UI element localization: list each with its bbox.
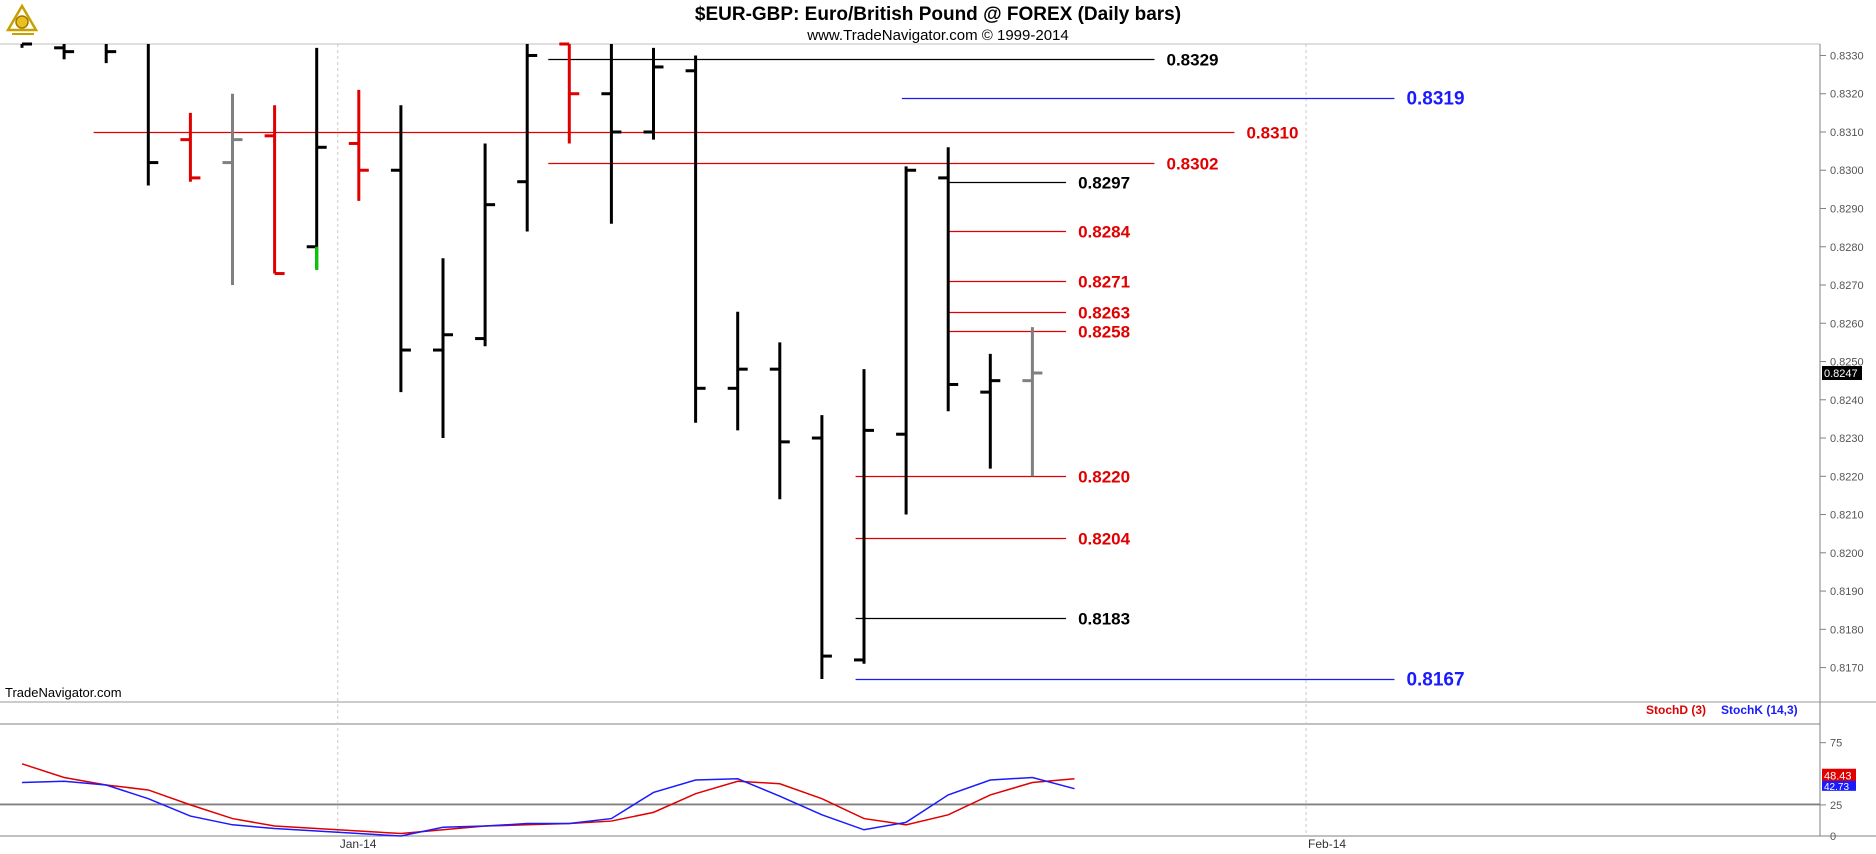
- ohlc-bar: [348, 89, 369, 201]
- last-price-marker: [1822, 366, 1862, 380]
- stochd-legend: StochD (3): [1646, 703, 1706, 717]
- ohlc-bar: [559, 42, 580, 144]
- stochd-last-marker: [1822, 768, 1856, 782]
- price-tick-label: 0.8210: [1830, 510, 1864, 522]
- ohlc-bar: [20, 42, 32, 48]
- level-label: 0.8183: [1078, 610, 1130, 629]
- indicator-tick-label: 25: [1830, 800, 1842, 812]
- indicator-tick-label: 0: [1830, 831, 1836, 843]
- stochk-series-line: [21, 776, 1075, 837]
- price-panel-frame: [0, 43, 1876, 703]
- ohlc-bar: [727, 311, 748, 431]
- price-tick-label: 0.8300: [1830, 165, 1864, 177]
- price-tick-label: 0.8310: [1830, 127, 1864, 139]
- tradenavigator-logo-icon: [5, 3, 39, 35]
- ohlc-bar: [517, 44, 538, 232]
- ohlc-bar: [264, 105, 285, 276]
- level-label: 0.8297: [1078, 174, 1130, 193]
- ohlc-bar: [1022, 327, 1043, 477]
- ohlc-bar: [180, 112, 201, 182]
- ohlc-bar: [390, 105, 411, 393]
- level-label: 0.8271: [1078, 273, 1130, 292]
- level-label: 0.8319: [1406, 89, 1464, 110]
- price-tick-label: 0.8170: [1830, 663, 1864, 675]
- price-axis: 0.8170 0.8180 0.8190 0.8200 0.8210 0.8220 0.82…: [1820, 50, 1864, 675]
- ohlc-bar: [769, 342, 790, 500]
- ohlc-bar: [896, 166, 917, 515]
- price-tick-label: 0.8320: [1830, 89, 1864, 101]
- ohlc-bar: [475, 143, 496, 347]
- ohlc-bar: [104, 44, 117, 64]
- price-tick-label: 0.8270: [1830, 280, 1864, 292]
- price-levels: 0.8329 0.8319 0.8310 0.8302 0.8297 0.8284 0.82…: [93, 51, 1465, 691]
- date-axis: Jan-14 Feb-14: [340, 837, 1347, 851]
- ohlc-bar: [811, 415, 832, 680]
- date-axis-label: Jan-14: [340, 837, 377, 851]
- price-tick-label: 0.8180: [1830, 624, 1864, 636]
- ohlc-bar: [643, 47, 664, 140]
- price-tick-label: 0.8190: [1830, 586, 1864, 598]
- ohlc-bar: [306, 47, 327, 270]
- chart-subtitle: www.TradeNavigator.com © 1999-2014: [806, 27, 1068, 44]
- ohlc-bar: [433, 258, 453, 439]
- level-label: 0.8263: [1078, 304, 1130, 323]
- chart-title: $EUR-GBP: Euro/British Pound @ FOREX (Da…: [695, 4, 1181, 25]
- ohlc-bar: [980, 353, 1001, 469]
- indicator-panel-frame: [0, 702, 1876, 837]
- level-label: 0.8167: [1406, 670, 1464, 691]
- price-tick-label: 0.8240: [1830, 395, 1864, 407]
- stochk-last-marker: [1822, 780, 1856, 791]
- level-label: 0.8220: [1078, 468, 1130, 487]
- level-label: 0.8284: [1078, 223, 1131, 242]
- level-label: 0.8302: [1166, 155, 1218, 174]
- date-gridlines: [337, 44, 1307, 836]
- price-tick-label: 0.8200: [1830, 548, 1864, 560]
- stochd-last-label: 48.43: [1824, 771, 1852, 783]
- price-tick-label: 0.8280: [1830, 242, 1864, 254]
- watermark-label: TradeNavigator.com: [5, 685, 122, 700]
- price-tick-label: 0.8260: [1830, 318, 1864, 330]
- ohlc-bar: [146, 44, 159, 186]
- price-tick-label: 0.8230: [1830, 433, 1864, 445]
- ohlc-bar: [601, 44, 622, 224]
- price-tick-label: 0.8290: [1830, 204, 1864, 216]
- indicator-tick-label: 75: [1830, 738, 1842, 750]
- price-tick-label: 0.8250: [1830, 357, 1864, 369]
- stochk-last-label: 42.73: [1824, 782, 1849, 793]
- ohlc-bars: [20, 42, 1043, 680]
- level-label: 0.8258: [1078, 323, 1130, 342]
- price-tick-label: 0.8330: [1830, 50, 1864, 62]
- stochk-legend: StochK (14,3): [1721, 703, 1798, 717]
- ohlc-bar: [685, 55, 706, 423]
- ohlc-bar: [222, 93, 243, 286]
- ohlc-bar: [54, 44, 75, 60]
- date-axis-label: Feb-14: [1308, 837, 1346, 851]
- ohlc-bar: [854, 369, 874, 664]
- ohlc-bar: [938, 147, 959, 412]
- price-tick-label: 0.8220: [1830, 471, 1864, 483]
- last-price-label: 0.8247: [1824, 368, 1858, 380]
- level-label: 0.8310: [1246, 124, 1298, 143]
- level-label: 0.8329: [1166, 51, 1218, 70]
- level-label: 0.8204: [1078, 530, 1131, 549]
